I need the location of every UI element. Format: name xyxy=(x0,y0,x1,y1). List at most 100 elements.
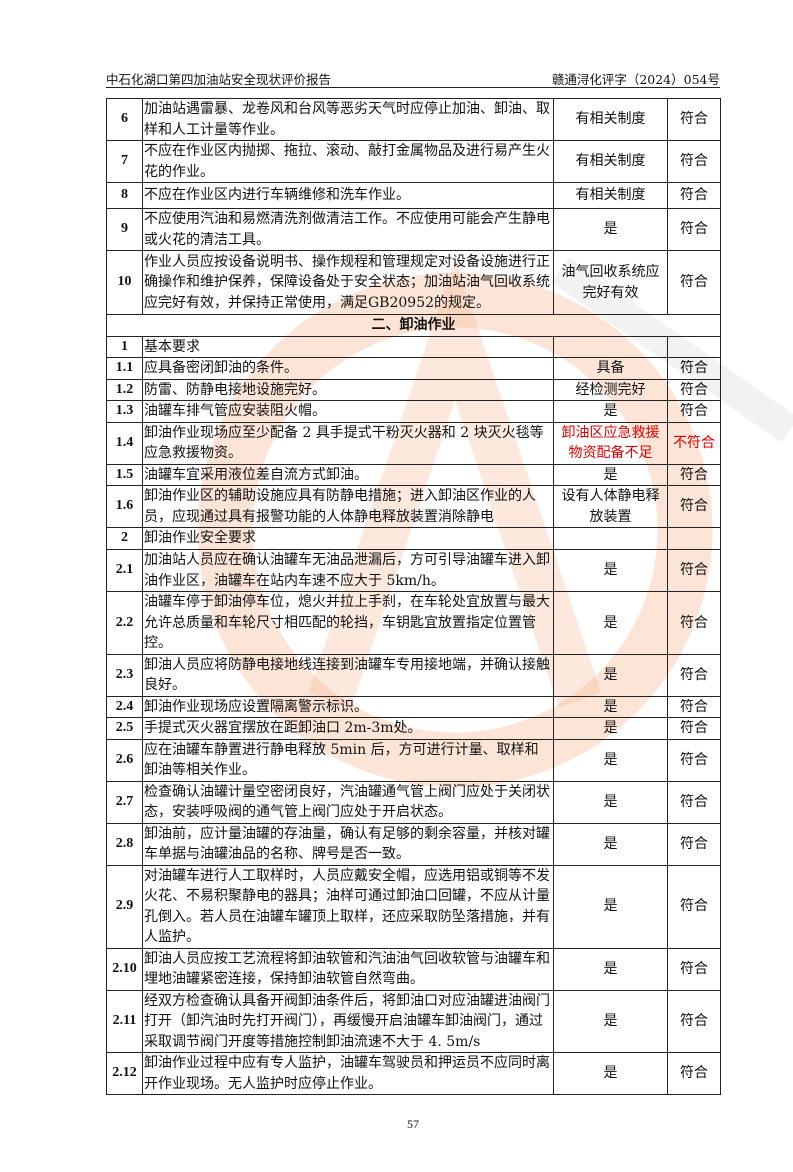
table-row: 1.5 油罐车宜采用液位差自流方式卸油。是符合 xyxy=(106,463,721,486)
item-content: 对油罐车进行人工取样时，人员应戴安全帽，应选用铝或铜等不发火花、不易积聚静电的器… xyxy=(142,864,554,949)
item-content: 油罐车宜采用液位差自流方式卸油。 xyxy=(142,463,554,486)
check-result: 是 xyxy=(553,864,668,949)
conclusion: 符合 xyxy=(667,140,721,183)
conclusion: 符合 xyxy=(667,400,721,423)
item-number: 9 xyxy=(106,208,143,251)
check-result: 是 xyxy=(553,738,668,782)
conclusion: 符合 xyxy=(667,947,721,991)
conclusion: 符合 xyxy=(667,357,721,380)
check-result: 是 xyxy=(553,947,668,991)
item-content: 不应在作业区内抛掷、拖拉、滚动、敲打金属物品及进行易产生火花的作业。 xyxy=(142,140,554,183)
table-row: 1.3 油罐车排气管应安装阻火帽。是符合 xyxy=(106,400,721,423)
conclusion xyxy=(667,527,721,550)
item-content: 防雷、防静电接地设施完好。 xyxy=(142,378,554,401)
check-result: 是 xyxy=(553,549,668,592)
check-result: 油气回收系统应完好有效 xyxy=(553,250,668,315)
item-content: 不应在作业区内进行车辆维修和洗车作业。 xyxy=(142,182,554,209)
item-number: 2.7 xyxy=(106,780,143,824)
item-content: 卸油作业现场应至少配备 2 具手提式干粉灭火器和 2 块灭火毯等应急救援物资。 xyxy=(142,421,554,465)
item-number: 2.4 xyxy=(106,695,143,718)
section-title: 二、卸油作业 xyxy=(106,314,721,337)
item-content: 检查确认油罐计量空密闭良好，汽油罐通气管上阀门应处于关闭状态，安装呼吸阀的通气管… xyxy=(142,780,554,824)
table-row: 10 作业人员应按设备说明书、操作规程和管理规定对设备设施进行正确操作和维护保养，… xyxy=(106,250,721,315)
section-header-row: 二、卸油作业 xyxy=(106,314,721,337)
table-row: 1.4 卸油作业现场应至少配备 2 具手提式干粉灭火器和 2 块灭火毯等应急救援物… xyxy=(106,421,721,465)
item-content: 卸油作业安全要求 xyxy=(142,527,554,550)
table-row: 6 加油站遇雷暴、龙卷风和台风等恶劣天气时应停止加油、卸油、取样和人工计量等作业。… xyxy=(106,98,721,141)
check-result: 是 xyxy=(553,653,668,697)
page-number: 57 xyxy=(407,1117,419,1131)
item-number: 2.3 xyxy=(106,653,143,697)
check-result: 是 xyxy=(553,463,668,486)
item-number: 2.10 xyxy=(106,947,143,991)
item-content: 不应使用汽油和易燃清洗剂做清洁工作。不应使用可能会产生静电或火花的清洁工具。 xyxy=(142,208,554,251)
item-number: 2.1 xyxy=(106,549,143,592)
conclusion: 不符合 xyxy=(667,421,721,465)
conclusion: 符合 xyxy=(667,485,721,528)
item-content: 卸油前，应计量油罐的存油量，确认有足够的剩余容量，并核对罐车单据与油罐油品的名称… xyxy=(142,822,554,866)
check-result: 是 xyxy=(553,989,668,1053)
item-number: 8 xyxy=(106,182,143,209)
conclusion: 符合 xyxy=(667,378,721,401)
conclusion: 符合 xyxy=(667,591,721,655)
item-content: 作业人员应按设备说明书、操作规程和管理规定对设备设施进行正确操作和维护保养，保障… xyxy=(142,250,554,315)
conclusion: 符合 xyxy=(667,250,721,315)
item-number: 10 xyxy=(106,250,143,315)
conclusion: 符合 xyxy=(667,864,721,949)
item-number: 2.12 xyxy=(106,1052,143,1095)
item-content: 卸油人员应按工艺流程将卸油软管和汽油油气回收软管与油罐车和埋地油罐紧密连接，保持… xyxy=(142,947,554,991)
table-row: 2.11 经双方检查确认具备开阀卸油条件后，将卸油口对应油罐进油阀门打开（卸汽油时… xyxy=(106,989,721,1053)
conclusion: 符合 xyxy=(667,695,721,718)
check-result: 是 xyxy=(553,1052,668,1095)
check-result: 是 xyxy=(553,208,668,251)
item-number: 1.5 xyxy=(106,463,143,486)
item-number: 2.8 xyxy=(106,822,143,866)
item-number: 1.4 xyxy=(106,421,143,465)
check-result xyxy=(553,527,668,550)
table-row: 7 不应在作业区内抛掷、拖拉、滚动、敲打金属物品及进行易产生火花的作业。 有相关制度… xyxy=(106,140,721,183)
check-result xyxy=(553,335,668,358)
item-content: 卸油作业过程中应有专人监护，油罐车驾驶员和押运员不应同时离开作业现场。无人监护时… xyxy=(142,1052,554,1095)
table-row: 2.5 手提式灭火器宜摆放在距卸油口 2m-3m处。是符合 xyxy=(106,717,721,740)
table-row: 9 不应使用汽油和易燃清洗剂做清洁工作。不应使用可能会产生静电或火花的清洁工具。是… xyxy=(106,208,721,251)
item-content: 基本要求 xyxy=(142,335,554,358)
check-result: 有相关制度 xyxy=(553,98,668,141)
item-number: 1.2 xyxy=(106,378,143,401)
table-row: 2.10 卸油人员应按工艺流程将卸油软管和汽油油气回收软管与油罐车和埋地油罐紧密连… xyxy=(106,947,721,991)
item-number: 2.2 xyxy=(106,591,143,655)
item-number: 1.3 xyxy=(106,400,143,423)
check-result: 设有人体静电释放装置 xyxy=(553,485,668,528)
table-row: 2.7 检查确认油罐计量空密闭良好，汽油罐通气管上阀门应处于关闭状态，安装呼吸阀的… xyxy=(106,780,721,824)
check-result: 有相关制度 xyxy=(553,182,668,209)
conclusion: 符合 xyxy=(667,98,721,141)
item-number: 1.6 xyxy=(106,485,143,528)
item-content: 手提式灭火器宜摆放在距卸油口 2m-3m处。 xyxy=(142,717,554,740)
item-content: 卸油作业现场应设置隔离警示标识。 xyxy=(142,695,554,718)
check-result: 是 xyxy=(553,591,668,655)
item-number: 2.11 xyxy=(106,989,143,1053)
table-row: 1.1 应具备密闭卸油的条件。 具备 符合 xyxy=(106,357,721,380)
item-number: 2 xyxy=(106,527,143,550)
item-content: 油罐车停于卸油停车位，熄火并拉上手刹，在车轮处宜放置与最大允许总质量和车轮尺寸相… xyxy=(142,591,554,655)
item-content: 加油站人员应在确认油罐车无油品泄漏后，方可引导油罐车进入卸油作业区，油罐车在站内… xyxy=(142,549,554,592)
table-row: 1.6 卸油作业区的辅助设施应具有防静电措施；进入卸油区作业的人员，应现通过具有报… xyxy=(106,485,721,528)
check-result: 是 xyxy=(553,780,668,824)
item-content: 应具备密闭卸油的条件。 xyxy=(142,357,554,380)
table-row: 2.3 卸油人员应将防静电接地线连接到油罐车专用接地端，并确认接触良好。是符合 xyxy=(106,653,721,697)
table-row: 1 基本要求 xyxy=(106,335,721,358)
item-content: 经双方检查确认具备开阀卸油条件后，将卸油口对应油罐进油阀门打开（卸汽油时先打开阀… xyxy=(142,989,554,1053)
item-number: 6 xyxy=(106,98,143,141)
item-content: 油罐车排气管应安装阻火帽。 xyxy=(142,400,554,423)
check-result: 是 xyxy=(553,822,668,866)
table-row: 1.2 防雷、防静电接地设施完好。 经检测完好 符合 xyxy=(106,378,721,401)
conclusion: 符合 xyxy=(667,738,721,782)
item-number: 2.6 xyxy=(106,738,143,782)
table-row: 2.12 卸油作业过程中应有专人监护，油罐车驾驶员和押运员不应同时离开作业现场。无… xyxy=(106,1052,721,1095)
item-number: 2.9 xyxy=(106,864,143,949)
conclusion: 符合 xyxy=(667,989,721,1053)
checklist-table: 6 加油站遇雷暴、龙卷风和台风等恶劣天气时应停止加油、卸油、取样和人工计量等作业。… xyxy=(106,98,721,1095)
item-number: 2.5 xyxy=(106,717,143,740)
conclusion: 符合 xyxy=(667,182,721,209)
report-title: 中石化湖口第四加油站安全现状评价报告 xyxy=(106,72,332,87)
